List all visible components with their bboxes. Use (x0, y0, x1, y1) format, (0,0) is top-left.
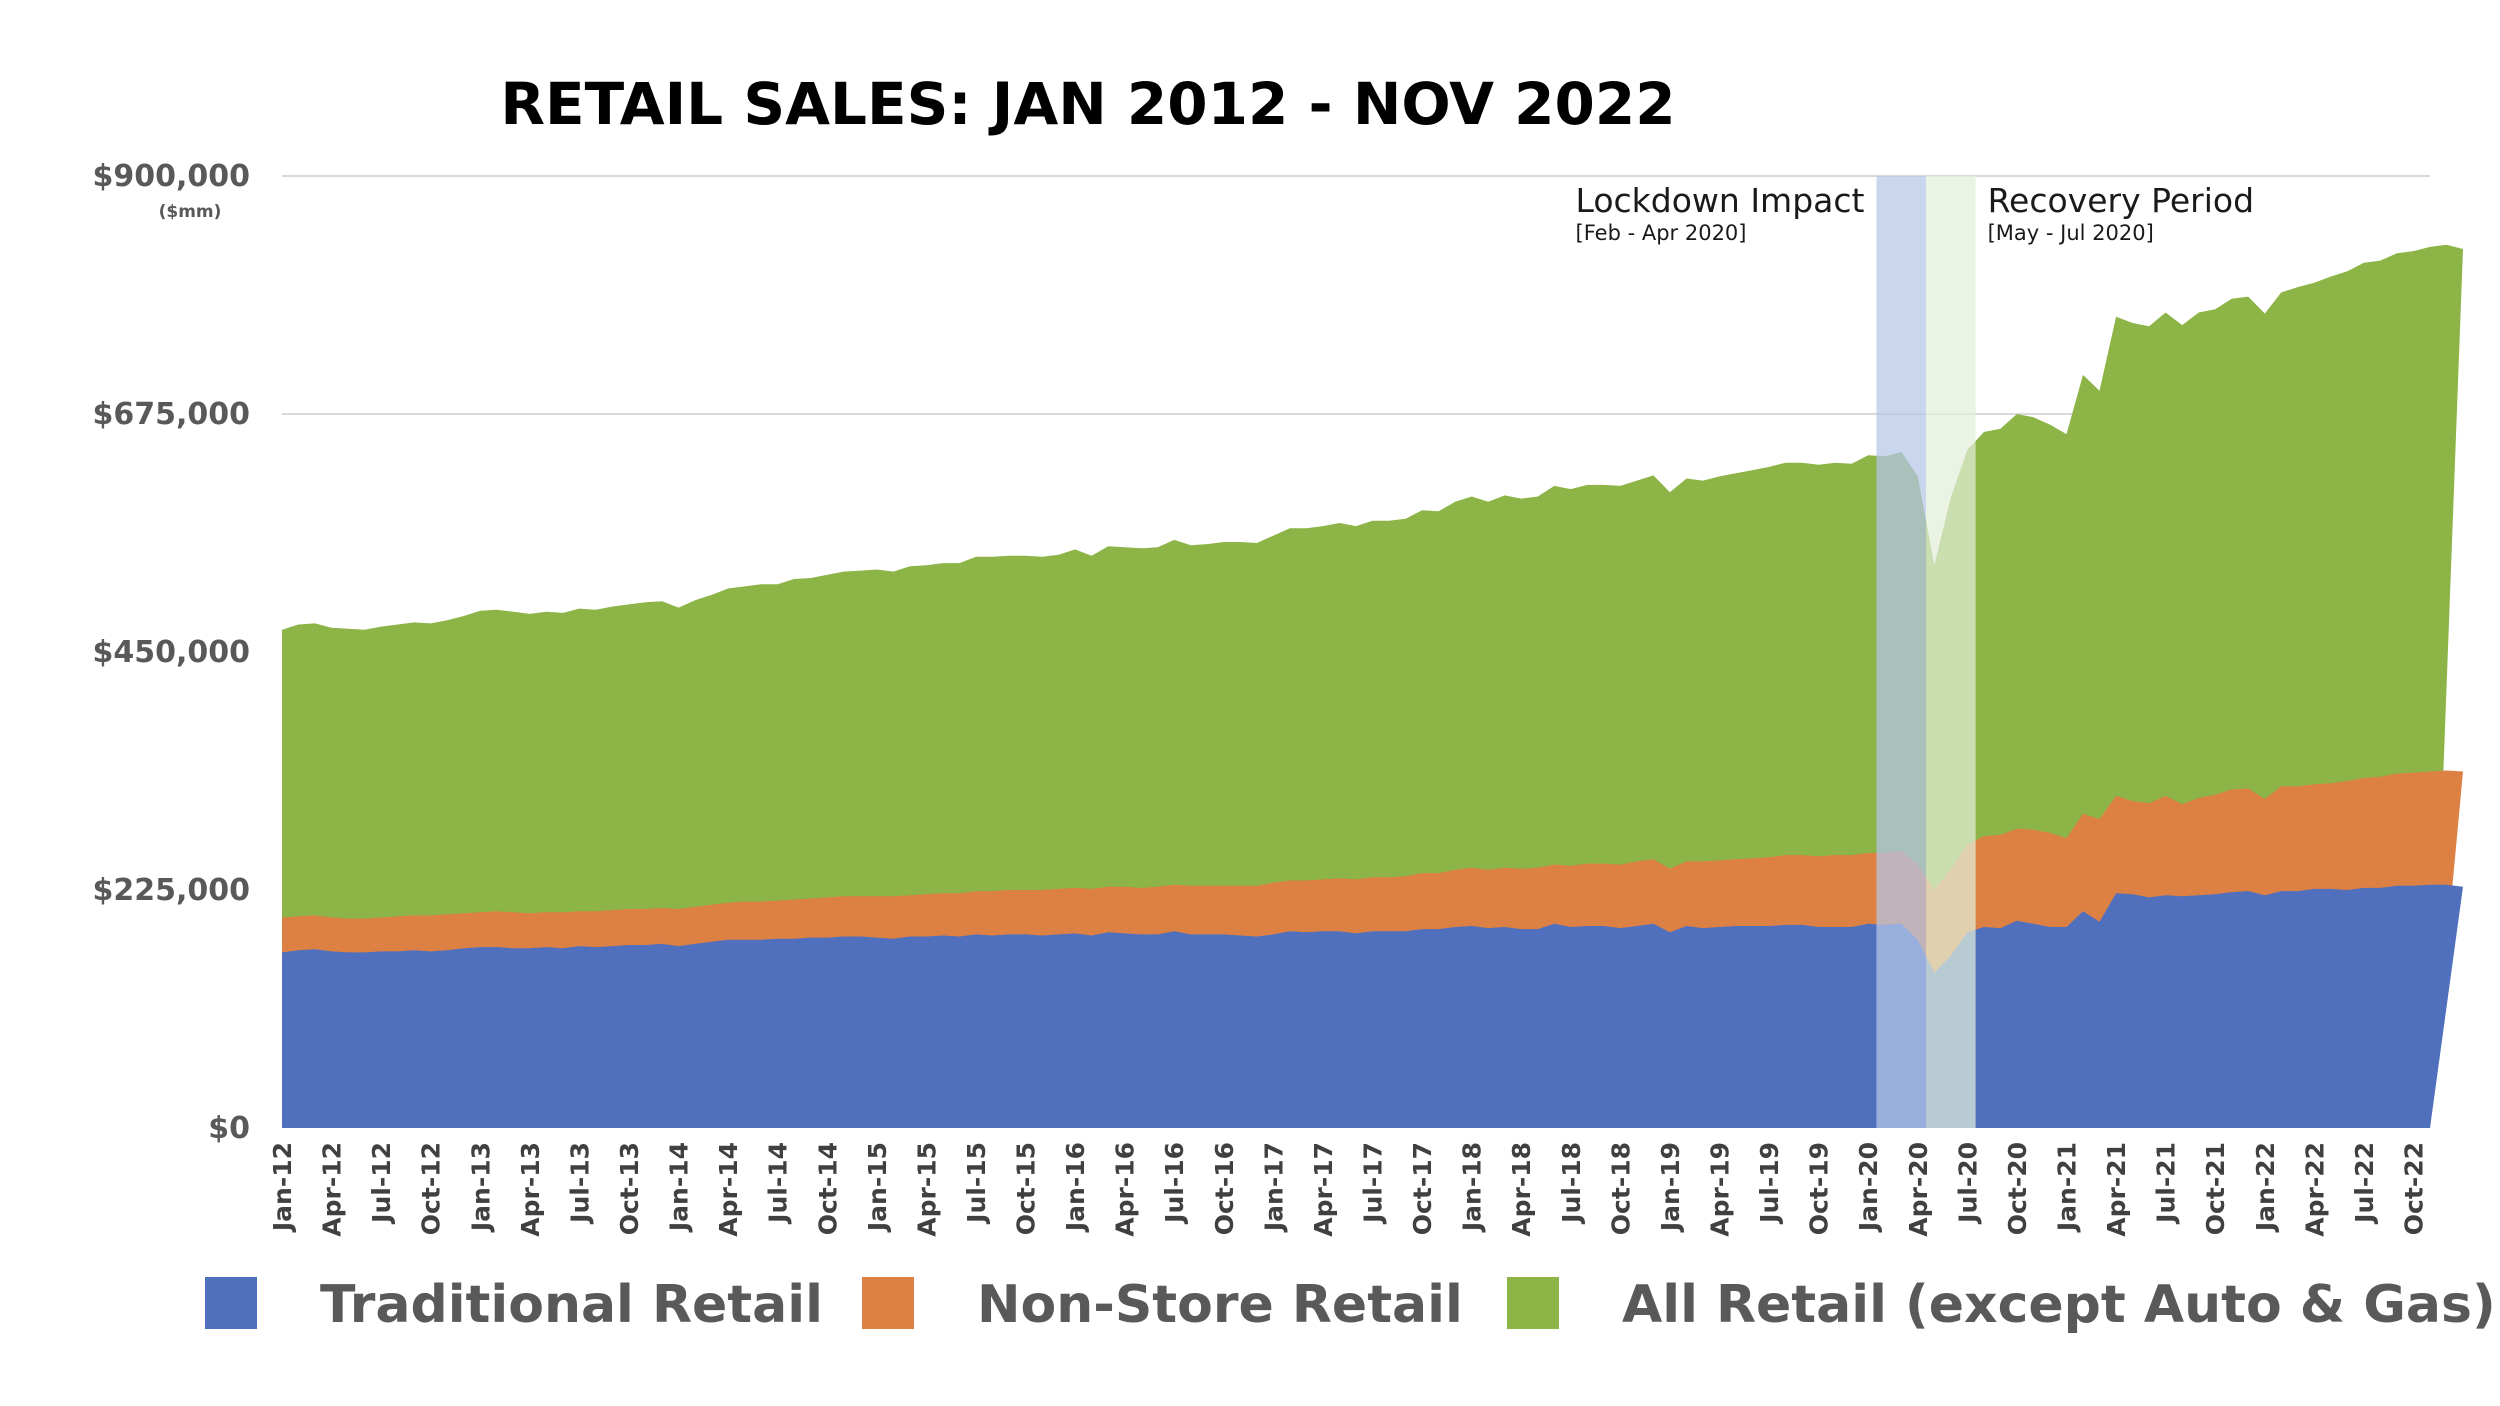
x-tick-label: Oct-21 (2201, 1142, 2230, 1235)
x-tick-label: Apr-21 (2102, 1142, 2131, 1237)
x-tick-label: Jan-18 (1458, 1142, 1487, 1233)
y-tick-label: $0 (208, 1111, 250, 1146)
x-tick-label: Jul-12 (367, 1142, 396, 1225)
annotation-band (1926, 176, 1976, 1128)
x-tick-label: Apr-22 (2300, 1142, 2329, 1237)
x-tick-label: Apr-19 (1706, 1142, 1735, 1237)
annotation-label: Lockdown Impact (1576, 181, 1865, 220)
y-tick-label: $450,000 (92, 635, 250, 670)
annotation-sublabel: [Feb - Apr 2020] (1576, 221, 1747, 245)
x-tick-label: Apr-18 (1507, 1142, 1536, 1237)
x-axis-ticks: Jan-12 Apr-12 Jul-12 Oct-12 Jan-13 Apr-13 Jul-… (268, 1142, 2429, 1237)
legend-label: Non-Store Retail (977, 1275, 1463, 1335)
x-tick-label: Jan-13 (466, 1142, 495, 1233)
x-tick-label: Oct-14 (813, 1142, 842, 1235)
x-tick-label: Apr-16 (1111, 1142, 1140, 1237)
y-axis-ticks: $0 $225,000 $450,000 $675,000 $900,000 (92, 159, 250, 1146)
x-tick-label: Jan-12 (268, 1142, 297, 1233)
x-tick-label: Jan-15 (863, 1142, 892, 1233)
legend-label: Traditional Retail (320, 1275, 823, 1335)
x-tick-label: Apr-13 (516, 1142, 545, 1237)
y-tick-label: $900,000 (92, 159, 250, 194)
annotation-band (1876, 176, 1927, 1128)
x-tick-label: Jul-21 (2152, 1142, 2181, 1225)
legend-swatch (862, 1277, 914, 1329)
legend-swatch (205, 1277, 257, 1329)
x-tick-label: Jul-16 (1160, 1142, 1189, 1225)
x-tick-label: Oct-22 (2400, 1142, 2429, 1235)
x-tick-label: Jul-15 (962, 1142, 991, 1225)
x-tick-label: Jan-17 (1259, 1142, 1288, 1233)
x-tick-label: Oct-18 (1606, 1142, 1635, 1235)
y-tick-label: $675,000 (92, 397, 250, 432)
x-tick-label: Jan-19 (1656, 1142, 1685, 1233)
x-tick-label: Jan-21 (2053, 1142, 2082, 1233)
annotation-bands (1876, 176, 1976, 1128)
x-tick-label: Jan-16 (1061, 1142, 1090, 1233)
x-tick-label: Apr-14 (714, 1142, 743, 1237)
x-tick-label: Jan-20 (1854, 1142, 1883, 1233)
annotations: Lockdown Impact[Feb - Apr 2020] Recovery … (1576, 181, 2254, 245)
x-tick-label: Jul-19 (1755, 1142, 1784, 1225)
x-tick-label: Oct-12 (417, 1142, 446, 1235)
annotation-sublabel: [May - Jul 2020] (1988, 221, 2154, 245)
area-series (282, 244, 2463, 1129)
x-tick-label: Oct-20 (2003, 1142, 2032, 1235)
x-tick-label: Apr-17 (1309, 1142, 1338, 1237)
legend-label: All Retail (except Auto & Gas) (1622, 1275, 2496, 1335)
legend-swatch (1507, 1277, 1559, 1329)
x-tick-label: Apr-20 (1904, 1142, 1933, 1237)
legend: Traditional Retail Non-Store Retail All Re… (205, 1275, 2496, 1335)
x-tick-label: Apr-15 (912, 1142, 941, 1237)
x-tick-label: Oct-15 (1012, 1142, 1041, 1235)
x-tick-label: Jan-22 (2251, 1142, 2280, 1233)
x-tick-label: Jan-14 (665, 1142, 694, 1233)
x-tick-label: Jul-17 (1359, 1142, 1388, 1225)
y-tick-label: $225,000 (92, 873, 250, 908)
x-tick-label: Oct-13 (615, 1142, 644, 1235)
x-tick-label: Jul-20 (1953, 1142, 1982, 1225)
y-axis-unit-label: ($mm) (159, 202, 222, 222)
x-tick-label: Apr-12 (318, 1142, 347, 1237)
x-tick-label: Oct-19 (1805, 1142, 1834, 1235)
x-tick-label: Jul-13 (565, 1142, 594, 1225)
x-tick-label: Jul-14 (764, 1142, 793, 1225)
x-tick-label: Oct-17 (1408, 1142, 1437, 1235)
chart-title: RETAIL SALES: JAN 2012 - NOV 2022 (500, 70, 1675, 138)
annotation-label: Recovery Period (1988, 181, 2254, 220)
x-tick-label: Oct-16 (1210, 1142, 1239, 1235)
x-tick-label: Jul-22 (2350, 1142, 2379, 1225)
x-tick-label: Jul-18 (1557, 1142, 1586, 1225)
